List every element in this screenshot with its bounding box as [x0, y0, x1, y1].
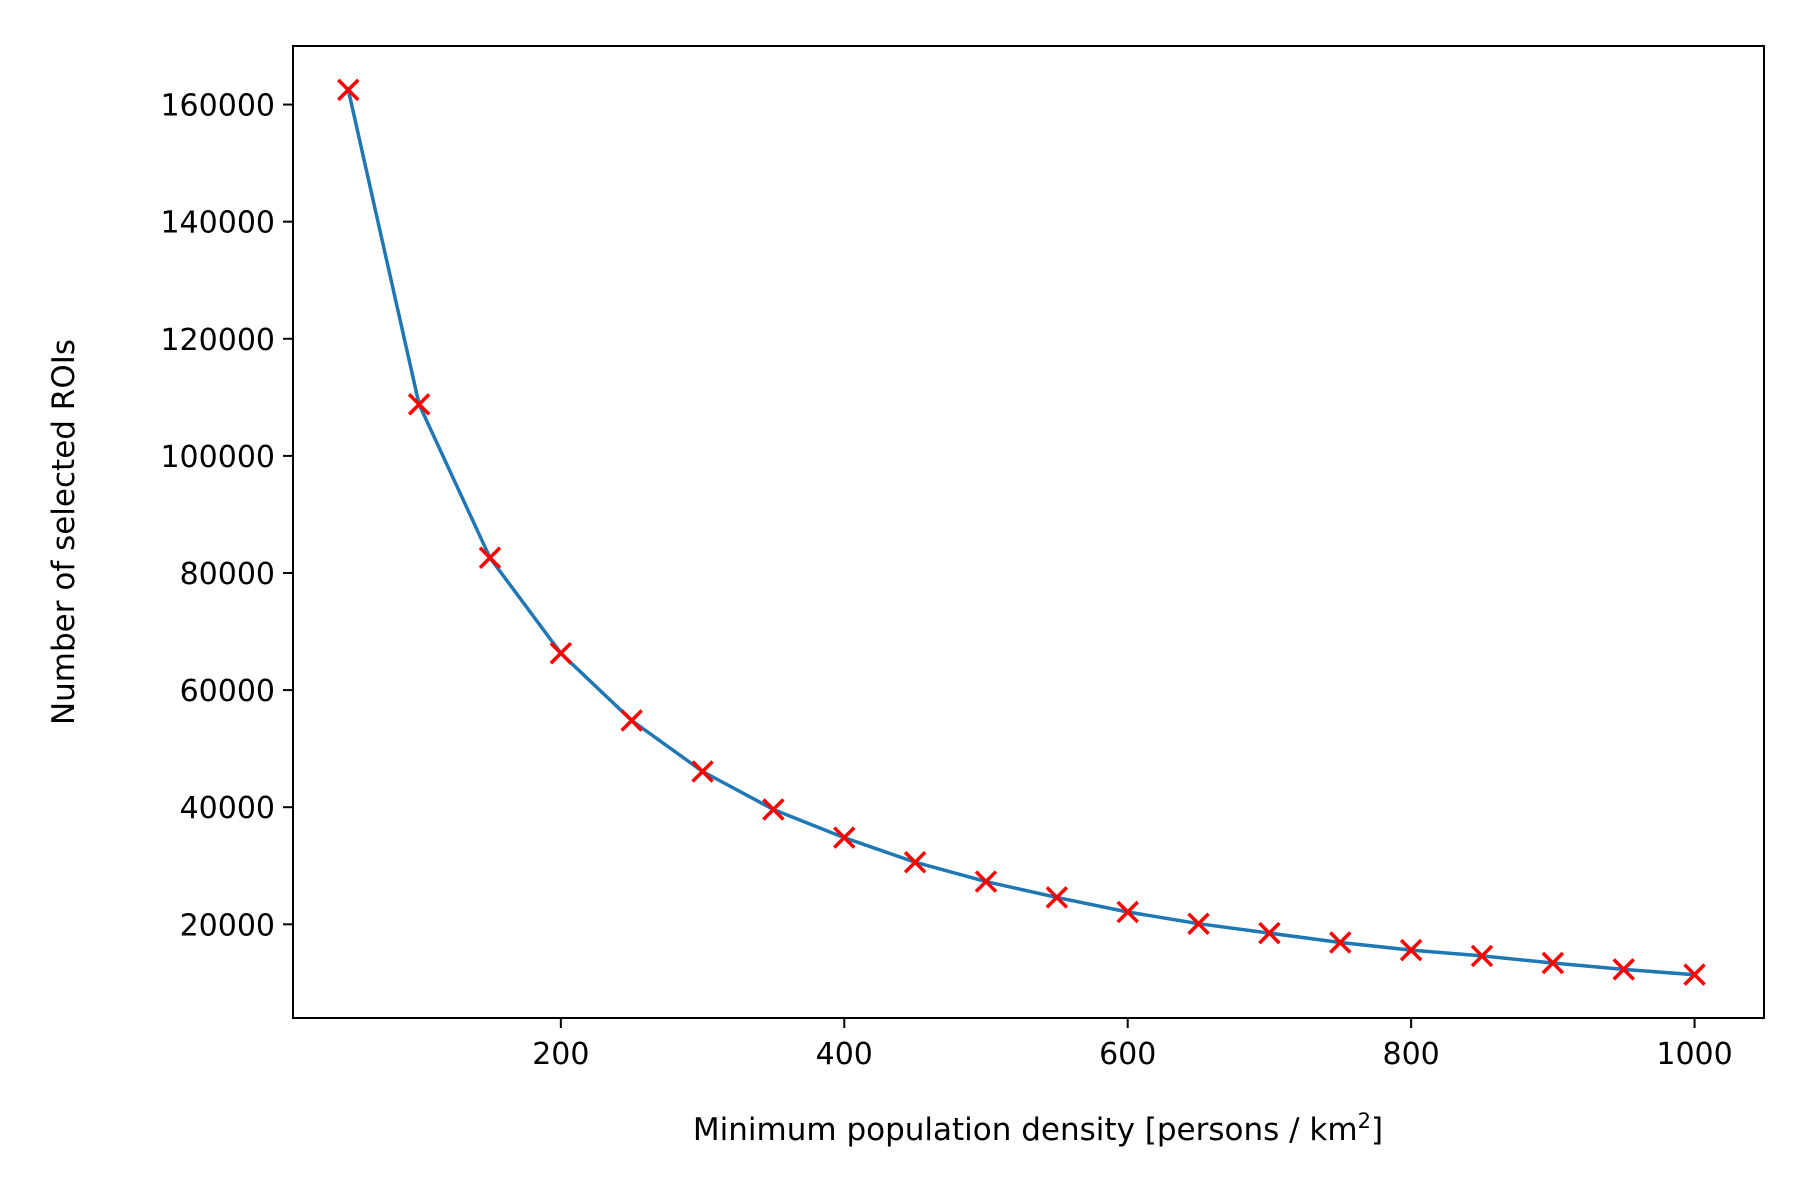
x-tick-label: 200 — [532, 1037, 589, 1072]
data-point-marker — [974, 870, 998, 893]
data-point-marker — [549, 641, 573, 665]
y-tick-label: 60000 — [180, 674, 275, 709]
x-axis-label-main: Minimum population density [persons / km — [693, 1112, 1358, 1148]
x-axis-label: Minimum population density [persons / km… — [693, 1109, 1383, 1148]
data-point-marker — [337, 78, 360, 102]
y-tick-label: 80000 — [180, 557, 275, 592]
data-point-marker — [1470, 944, 1494, 968]
data-point-marker — [1541, 951, 1565, 975]
series-layer — [337, 78, 1706, 986]
data-point-marker — [1329, 931, 1352, 954]
y-axis-ticks: 20000 40000 60000 80000 100000 120000 140000 16… — [160, 89, 293, 943]
y-tick-label: 40000 — [180, 791, 275, 826]
x-axis-ticks: 200 400 600 800 1000 — [532, 1018, 1733, 1072]
data-point-marker — [691, 760, 714, 783]
data-point-marker — [478, 546, 502, 570]
data-point-marker — [1045, 886, 1069, 909]
data-point-marker — [1116, 900, 1139, 924]
y-tick-label: 140000 — [160, 206, 275, 241]
y-tick-label: 20000 — [180, 908, 275, 943]
x-axis-label-superscript: 2 — [1358, 1109, 1371, 1133]
data-point-marker — [903, 851, 927, 874]
series-line — [346, 89, 1695, 977]
plot-frame — [292, 45, 1765, 1019]
data-point-marker — [1399, 938, 1423, 962]
data-point-marker — [1187, 912, 1210, 935]
data-point-marker — [1612, 958, 1635, 981]
x-tick-label: 400 — [816, 1037, 873, 1072]
y-tick-label: 160000 — [160, 89, 275, 124]
data-point-marker — [1258, 921, 1281, 945]
data-point-marker — [407, 393, 431, 416]
x-tick-label: 1000 — [1656, 1037, 1732, 1072]
x-tick-label: 800 — [1382, 1037, 1439, 1072]
y-axis-label: Number of selected ROIs — [46, 339, 82, 725]
data-point-marker — [1683, 963, 1706, 986]
y-tick-label: 100000 — [160, 440, 275, 475]
data-point-marker — [762, 798, 785, 821]
data-point-marker — [620, 709, 643, 732]
y-tick-label: 120000 — [160, 323, 275, 358]
x-tick-label: 600 — [1099, 1037, 1156, 1072]
x-axis-label-close: ] — [1371, 1112, 1383, 1148]
data-point-marker — [833, 826, 856, 849]
